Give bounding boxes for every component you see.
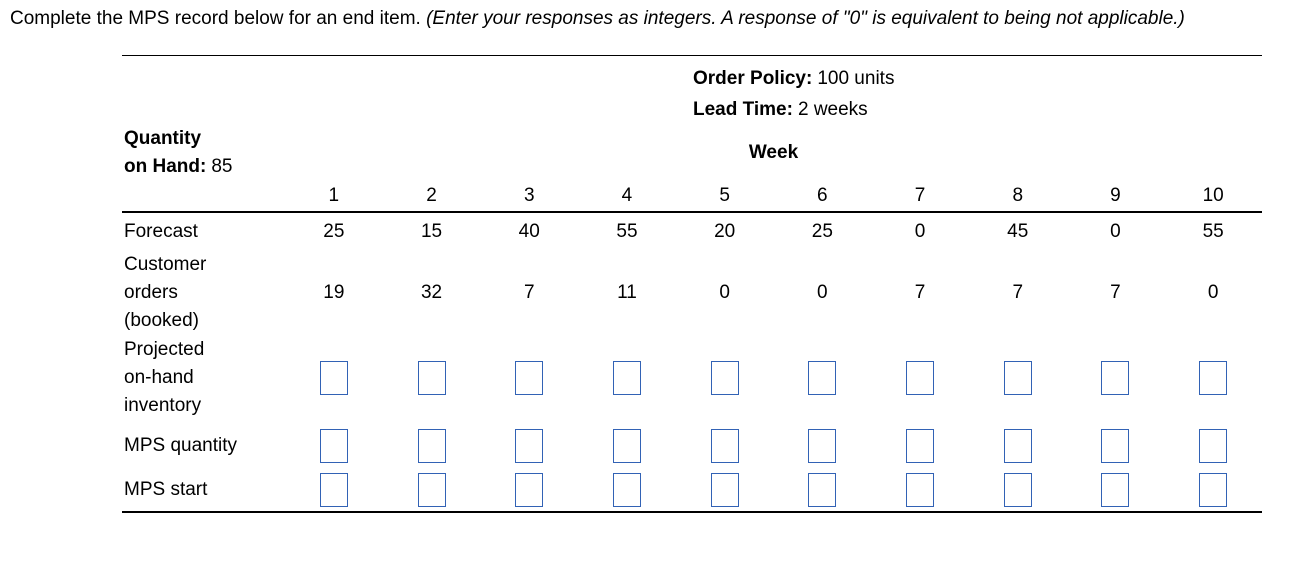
instruction-text: Complete the MPS record below for an end… <box>10 8 427 29</box>
customer-orders-row: Customer orders (booked) 19 32 7 11 0 0 … <box>122 251 1262 333</box>
week-column-header-1: 1 <box>328 185 340 206</box>
quantity-on-hand-week-row: Quantity on Hand: 85 Week <box>122 125 1262 181</box>
table-info-header: Order Policy: 100 units Lead Time: 2 weeks <box>122 56 1262 125</box>
projected-inventory-input-week-1[interactable] <box>319 361 348 395</box>
week-column-header-5: 5 <box>719 185 730 206</box>
quantity-on-hand-label: Quantity on Hand: 85 <box>122 125 285 181</box>
mps-start-row: MPS start <box>122 469 1262 511</box>
week-column-header-9: 9 <box>1110 185 1121 206</box>
projected-inventory-input-week-7[interactable] <box>906 361 935 395</box>
mps-start-input-week-5[interactable] <box>710 473 739 507</box>
mps-start-input-week-9[interactable] <box>1101 473 1130 507</box>
projected-inventory-input-week-4[interactable] <box>612 361 641 395</box>
week-column-header-6: 6 <box>817 185 828 206</box>
customer-orders-value-week-3: 7 <box>523 282 535 303</box>
quantity-on-hand-line1: Quantity <box>124 128 202 149</box>
customer-orders-value-week-5: 0 <box>719 282 730 303</box>
customer-orders-value-week-2: 32 <box>420 282 443 303</box>
customer-orders-value-week-1: 19 <box>323 282 345 303</box>
mps-quantity-input-week-8[interactable] <box>1003 429 1032 463</box>
lead-time-line: Lead Time: 2 weeks <box>693 94 1262 125</box>
lead-time-value: 2 weeks <box>797 99 868 120</box>
week-column-header-7: 7 <box>914 185 926 206</box>
projected-inventory-label: Projected on-hand inventory <box>124 339 205 416</box>
mps-start-label: MPS start <box>124 479 208 500</box>
order-policy-value: 100 units <box>817 68 895 89</box>
mps-quantity-input-week-1[interactable] <box>319 429 348 463</box>
forecast-label: Forecast <box>124 221 198 242</box>
forecast-row: Forecast 25 15 40 55 20 25 0 45 0 55 <box>122 213 1262 251</box>
mps-quantity-input-week-9[interactable] <box>1101 429 1130 463</box>
projected-inventory-input-week-9[interactable] <box>1101 361 1130 395</box>
mps-record-table: Order Policy: 100 units Lead Time: 2 weeks… <box>122 55 1262 513</box>
forecast-value-week-1: 25 <box>323 221 345 242</box>
forecast-value-week-6: 25 <box>811 221 833 242</box>
mps-start-input-week-3[interactable] <box>515 473 544 507</box>
projected-inventory-row: Projected on-hand inventory <box>122 333 1262 423</box>
customer-orders-value-week-7: 7 <box>914 282 926 303</box>
customer-orders-label: Customer orders (booked) <box>124 254 207 331</box>
projected-inventory-input-week-2[interactable] <box>417 361 446 395</box>
customer-orders-value-week-10: 0 <box>1207 282 1219 303</box>
forecast-value-week-8: 45 <box>1007 221 1029 242</box>
forecast-value-week-3: 40 <box>518 221 540 242</box>
mps-quantity-input-week-3[interactable] <box>515 429 544 463</box>
order-policy-line: Order Policy: 100 units <box>693 63 1262 94</box>
mps-start-input-week-6[interactable] <box>808 473 837 507</box>
week-column-header-2: 2 <box>426 185 437 206</box>
projected-inventory-input-week-3[interactable] <box>515 361 544 395</box>
mps-start-input-week-2[interactable] <box>417 473 446 507</box>
mps-start-input-week-4[interactable] <box>612 473 641 507</box>
mps-start-input-week-8[interactable] <box>1003 473 1032 507</box>
forecast-value-week-9: 0 <box>1110 221 1121 242</box>
projected-inventory-input-week-10[interactable] <box>1199 361 1228 395</box>
forecast-value-week-5: 20 <box>714 221 736 242</box>
customer-orders-value-week-9: 7 <box>1110 282 1121 303</box>
forecast-value-week-7: 0 <box>914 221 926 242</box>
question-instruction: Complete the MPS record below for an end… <box>0 0 1314 33</box>
customer-orders-value-week-6: 0 <box>817 282 828 303</box>
forecast-value-week-2: 15 <box>420 221 443 242</box>
week-numbers-row: 1 2 3 4 5 6 7 8 9 10 <box>122 181 1262 213</box>
week-column-header-10: 10 <box>1202 185 1224 206</box>
projected-inventory-input-week-5[interactable] <box>710 361 739 395</box>
order-policy-label: Order Policy: <box>693 68 813 89</box>
mps-quantity-input-week-6[interactable] <box>808 429 837 463</box>
lead-time-label: Lead Time: <box>693 99 793 120</box>
week-column-header-3: 3 <box>523 185 535 206</box>
forecast-value-week-10: 55 <box>1202 221 1224 242</box>
quantity-on-hand-value: 85 <box>211 156 233 177</box>
quantity-on-hand-line2: on Hand: 85 <box>124 156 233 177</box>
mps-quantity-input-week-4[interactable] <box>612 429 641 463</box>
instruction-note: (Enter your responses as integers. A res… <box>426 8 1185 29</box>
forecast-value-week-4: 55 <box>616 221 638 242</box>
week-header: Week <box>748 142 799 163</box>
week-column-header-4: 4 <box>621 185 633 206</box>
customer-orders-value-week-8: 7 <box>1012 282 1024 303</box>
mps-quantity-input-week-2[interactable] <box>417 429 446 463</box>
mps-start-input-week-10[interactable] <box>1199 473 1228 507</box>
mps-quantity-label: MPS quantity <box>124 435 237 456</box>
mps-quantity-input-week-7[interactable] <box>906 429 935 463</box>
customer-orders-value-week-4: 11 <box>617 282 637 303</box>
mps-quantity-input-week-10[interactable] <box>1199 429 1228 463</box>
mps-quantity-input-week-5[interactable] <box>710 429 739 463</box>
projected-inventory-input-week-8[interactable] <box>1003 361 1032 395</box>
mps-start-input-week-1[interactable] <box>319 473 348 507</box>
projected-inventory-input-week-6[interactable] <box>808 361 837 395</box>
week-column-header-8: 8 <box>1012 185 1024 206</box>
mps-start-input-week-7[interactable] <box>906 473 935 507</box>
mps-quantity-row: MPS quantity <box>122 423 1262 469</box>
